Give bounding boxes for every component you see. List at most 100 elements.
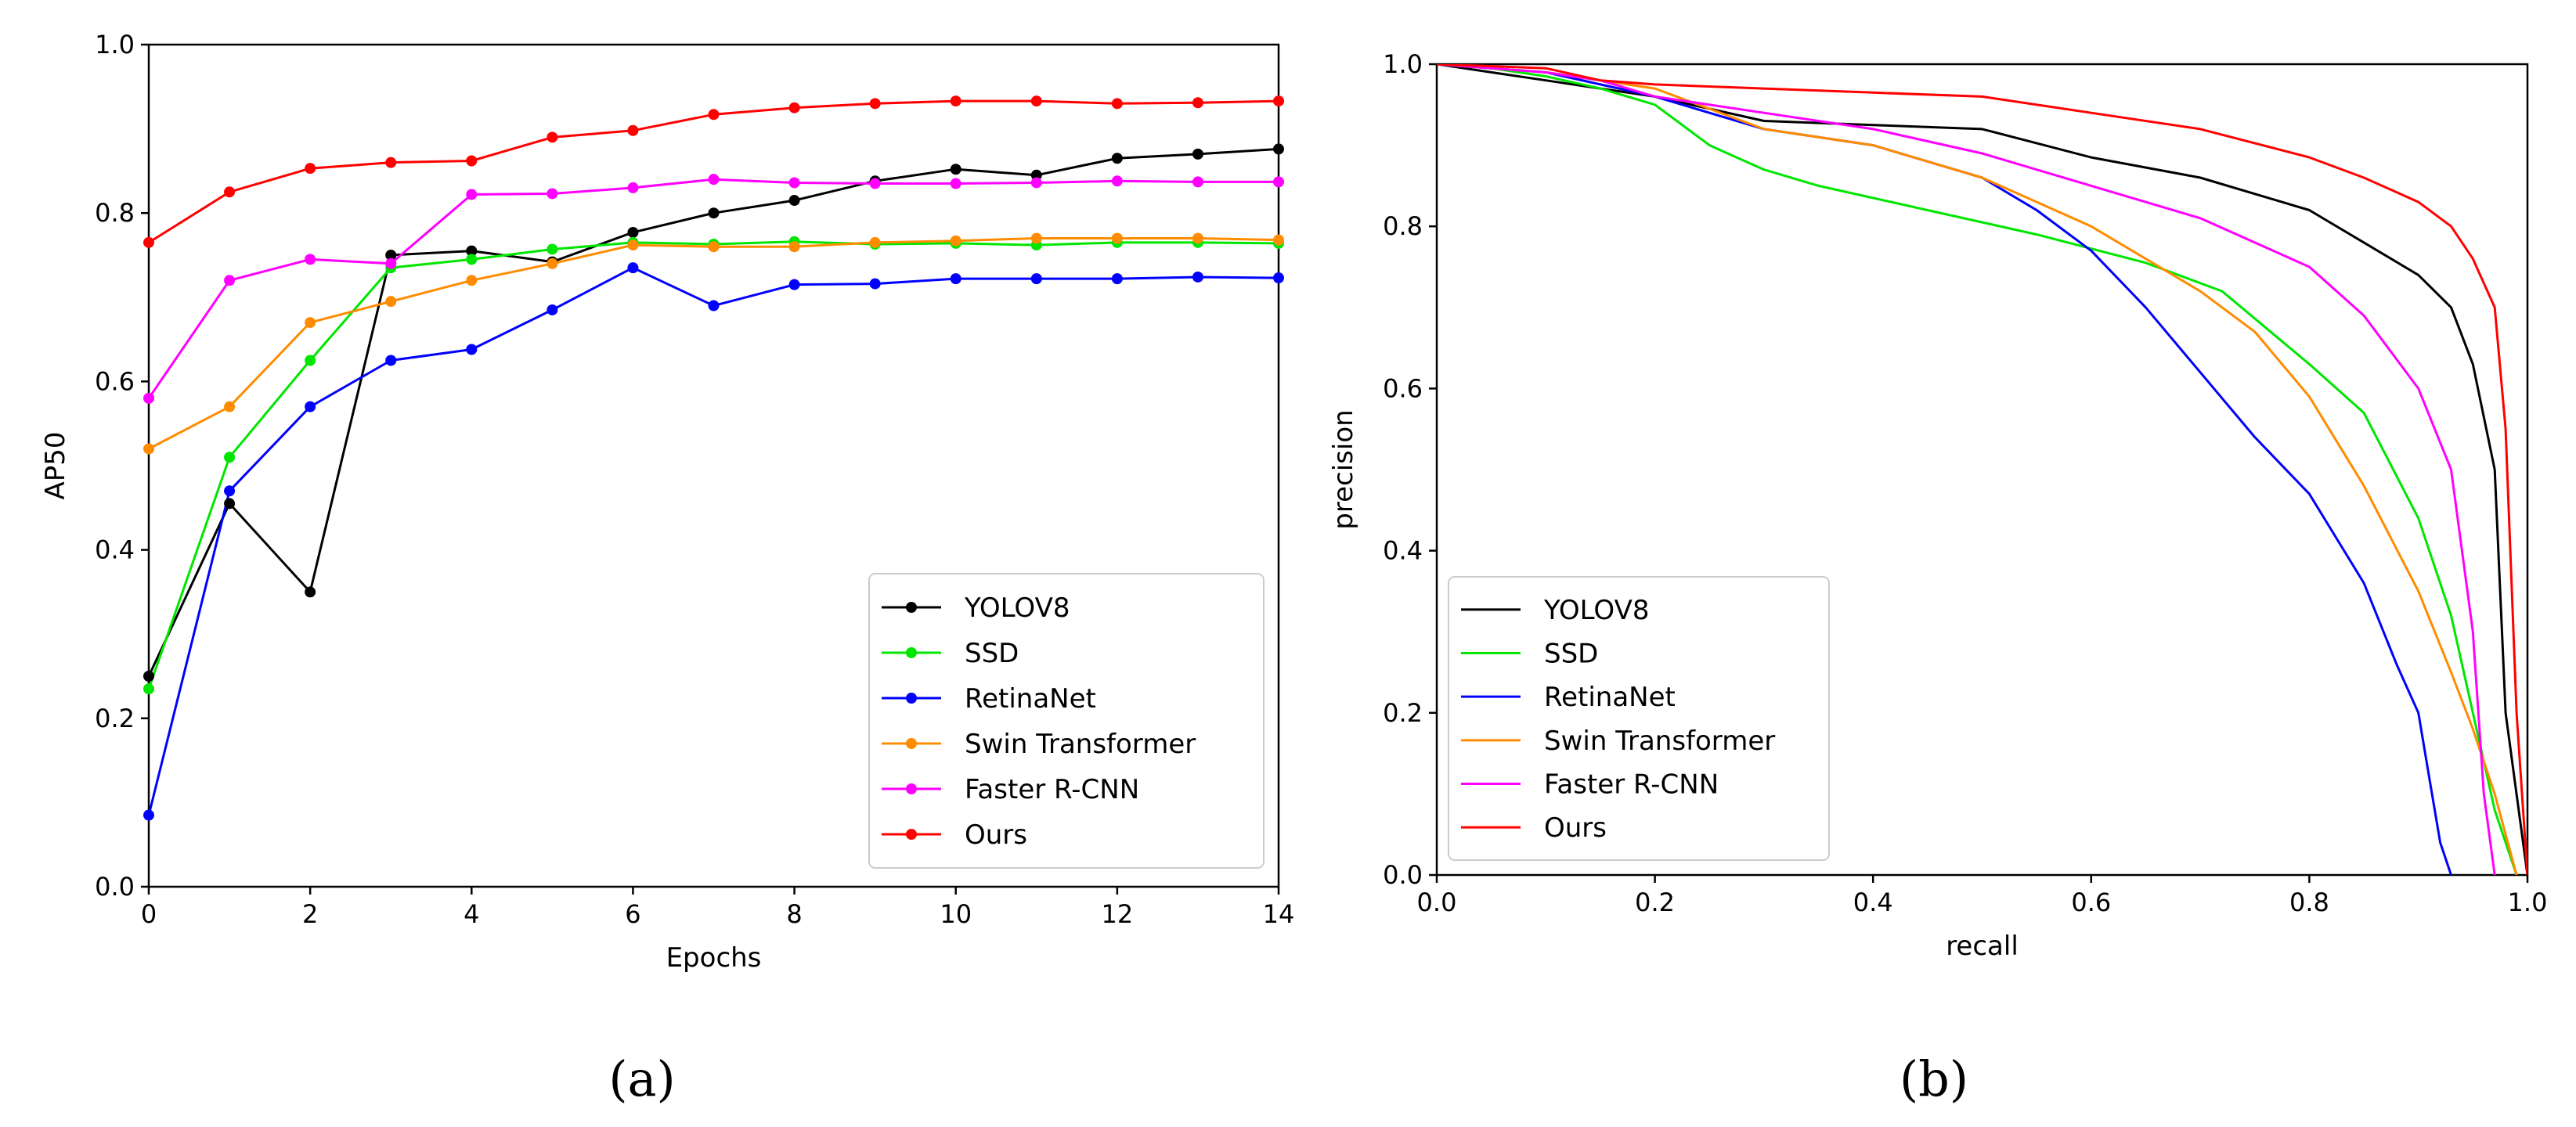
data-point-swin-transformer xyxy=(224,401,236,412)
data-point-retinanet xyxy=(869,278,881,290)
data-point-ours xyxy=(788,102,800,113)
panel-label: (b) xyxy=(1900,1050,1968,1107)
data-point-retinanet xyxy=(627,262,639,274)
data-point-ssd xyxy=(143,683,154,695)
series-line-ours xyxy=(149,99,1279,244)
data-point-ours xyxy=(1030,95,1042,107)
series-line-faster-r-cnn xyxy=(1437,64,2496,875)
legend-label-ours: Ours xyxy=(1544,812,1607,844)
data-point-faster-r-cnn xyxy=(788,177,800,189)
y-tick-label: 0.2 xyxy=(95,704,135,733)
data-point-retinanet xyxy=(708,300,720,311)
data-point-ours xyxy=(708,109,720,121)
y-tick-label: 0.4 xyxy=(95,535,135,565)
data-point-faster-r-cnn xyxy=(869,178,881,189)
x-tick-label: 4 xyxy=(464,899,479,929)
x-tick-label: 10 xyxy=(940,899,972,929)
data-point-swin-transformer xyxy=(869,236,881,248)
data-point-retinanet xyxy=(385,355,397,366)
data-point-swin-transformer xyxy=(466,275,478,286)
data-point-ours xyxy=(1111,98,1123,110)
legend-label-yolov8: YOLOV8 xyxy=(964,592,1070,624)
x-tick-label: 0 xyxy=(141,899,157,929)
data-point-yolov8 xyxy=(385,250,397,261)
series-line-swin-transformer xyxy=(149,237,1279,450)
data-point-ours xyxy=(1192,97,1203,109)
x-tick-label: 8 xyxy=(786,899,802,929)
data-point-swin-transformer xyxy=(305,317,316,329)
data-point-retinanet xyxy=(143,809,154,821)
data-point-retinanet xyxy=(788,279,800,290)
data-point-swin-transformer xyxy=(1192,232,1203,244)
data-point-faster-r-cnn xyxy=(708,174,720,185)
data-point-swin-transformer xyxy=(1030,232,1042,244)
legend-marker-ssd xyxy=(906,647,917,658)
data-point-swin-transformer xyxy=(950,235,961,247)
data-point-swin-transformer xyxy=(143,443,154,455)
data-point-ours xyxy=(547,131,558,143)
x-tick-label: 0.4 xyxy=(1853,888,1893,917)
panel-b-chart: 0.0 0.2 0.4 0.6 0.8 1.0 0.0 0.2 0.4 0.6 0.8 1.0 reca… xyxy=(1328,49,2547,1107)
data-point-faster-r-cnn xyxy=(627,182,639,193)
x-tick-label: 0.8 xyxy=(2289,888,2329,917)
legend-label-yolov8: YOLOV8 xyxy=(1543,595,1649,626)
data-point-ssd xyxy=(305,355,316,366)
data-point-retinanet xyxy=(547,304,558,315)
data-point-faster-r-cnn xyxy=(385,257,397,269)
x-tick-label: 2 xyxy=(302,899,318,929)
data-point-yolov8 xyxy=(708,207,720,219)
series-line-ours xyxy=(1437,64,2527,875)
data-point-ours xyxy=(143,236,154,248)
data-point-faster-r-cnn xyxy=(547,188,558,200)
data-point-swin-transformer xyxy=(547,257,558,269)
legend-marker-retinanet xyxy=(906,693,917,704)
legend-label-retinanet: RetinaNet xyxy=(965,683,1096,715)
legend-marker-faster-r-cnn xyxy=(906,783,917,794)
x-tick-label: 6 xyxy=(625,899,640,929)
data-point-faster-r-cnn xyxy=(1273,176,1284,188)
data-point-ours xyxy=(385,157,397,168)
x-tick-label: 0.6 xyxy=(2071,888,2111,917)
y-tick-label: 0.0 xyxy=(1383,860,1423,890)
data-point-swin-transformer xyxy=(708,241,720,253)
data-point-ours xyxy=(224,186,236,198)
data-point-ssd xyxy=(466,254,478,265)
panel-a-chart: 0 2 4 6 8 10 12 14 0.0 0.2 0.4 0.6 0.8 1.0 Epochs AP50 Y… xyxy=(40,30,1294,1107)
legend-marker-yolov8 xyxy=(906,602,917,613)
legend-label-swin-transformer: Swin Transformer xyxy=(1544,726,1775,757)
data-point-yolov8 xyxy=(1111,153,1123,164)
y-tick-label: 0.2 xyxy=(1383,698,1423,728)
legend-marker-swin-transformer xyxy=(906,738,917,749)
data-point-faster-r-cnn xyxy=(466,189,478,200)
data-point-swin-transformer xyxy=(788,241,800,253)
data-point-faster-r-cnn xyxy=(224,275,236,286)
y-axis-label: AP50 xyxy=(40,431,71,499)
y-tick-label: 0.6 xyxy=(95,366,135,396)
data-point-yolov8 xyxy=(1273,143,1284,155)
x-tick-label: 0.2 xyxy=(1635,888,1675,917)
data-point-ours xyxy=(466,155,478,167)
y-tick-label: 0.8 xyxy=(1383,211,1423,241)
data-point-swin-transformer xyxy=(1273,234,1284,246)
data-point-faster-r-cnn xyxy=(305,254,316,265)
y-tick-label: 0.0 xyxy=(95,872,135,902)
y-tick-label: 1.0 xyxy=(95,30,135,59)
data-point-yolov8 xyxy=(466,245,478,257)
legend-marker-ours xyxy=(906,829,917,840)
x-tick-label: 12 xyxy=(1101,899,1133,929)
data-point-faster-r-cnn xyxy=(1111,175,1123,187)
data-point-yolov8 xyxy=(627,226,639,238)
data-point-ours xyxy=(1273,95,1284,107)
y-tick-label: 0.6 xyxy=(1383,373,1423,403)
data-point-ours xyxy=(950,95,961,107)
legend-box xyxy=(1448,576,1830,861)
y-axis-label: precision xyxy=(1328,409,1359,529)
y-tick-label: 0.4 xyxy=(1383,536,1423,566)
legend-box xyxy=(868,573,1265,869)
data-point-yolov8 xyxy=(1030,169,1042,181)
data-point-retinanet xyxy=(950,273,961,285)
data-point-yolov8 xyxy=(143,671,154,682)
data-point-yolov8 xyxy=(788,195,800,207)
data-point-ssd xyxy=(224,452,236,463)
